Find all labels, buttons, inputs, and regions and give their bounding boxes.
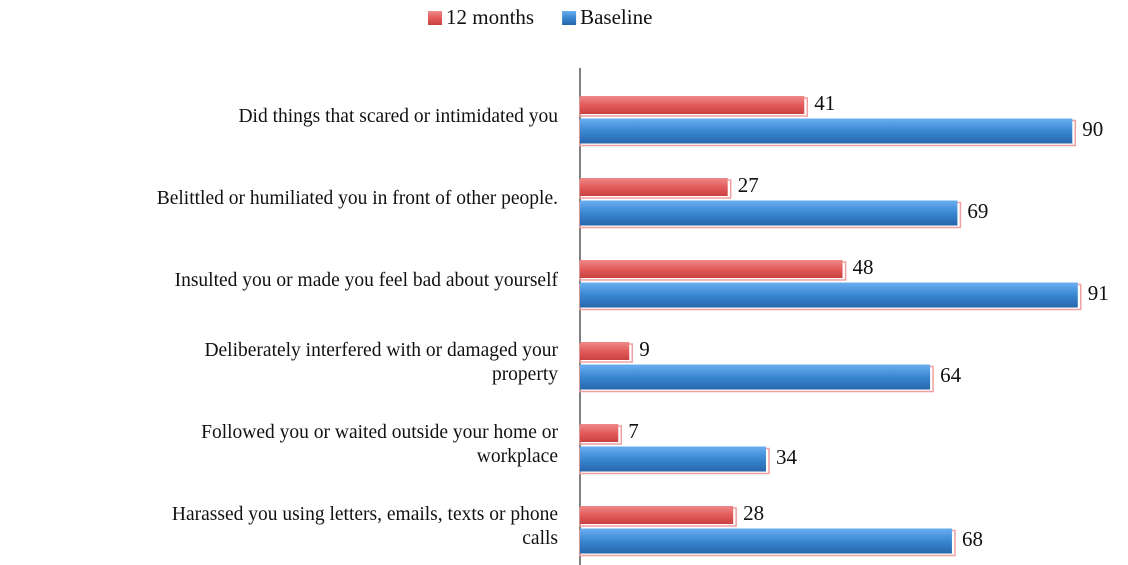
data-label: 91 (1088, 281, 1109, 305)
category-label: Followed you or waited outside your home… (201, 422, 558, 467)
bar (580, 424, 619, 442)
legend-swatch (562, 11, 577, 25)
legend-label: Baseline (580, 5, 652, 29)
data-label: 48 (853, 255, 874, 279)
bar (580, 446, 766, 472)
data-label: 68 (962, 527, 983, 551)
data-label: 69 (967, 199, 988, 223)
data-label: 41 (814, 91, 835, 115)
data-label: 27 (738, 173, 759, 197)
data-label: 28 (743, 501, 764, 525)
data-label: 7 (628, 419, 639, 443)
bar (580, 528, 952, 554)
bar (580, 260, 843, 278)
legend-swatch (428, 11, 442, 25)
category-label: Deliberately interfered with or damaged … (204, 340, 558, 385)
bar (580, 118, 1073, 144)
category-label: Did things that scared or intimidated yo… (238, 106, 558, 127)
bar (580, 364, 931, 390)
data-label: 90 (1082, 117, 1103, 141)
bar (580, 178, 728, 196)
category-label: Insulted you or made you feel bad about … (174, 270, 558, 291)
bar (580, 96, 805, 114)
bar (580, 342, 630, 360)
bar (580, 282, 1078, 308)
data-label: 34 (776, 445, 798, 469)
bar (580, 200, 958, 226)
category-label: Belittled or humiliated you in front of … (156, 188, 558, 209)
bar (580, 506, 734, 524)
legend-label: 12 months (446, 5, 534, 29)
data-label: 64 (940, 363, 962, 387)
data-label: 9 (639, 337, 650, 361)
category-label: Harassed you using letters, emails, text… (171, 504, 558, 549)
